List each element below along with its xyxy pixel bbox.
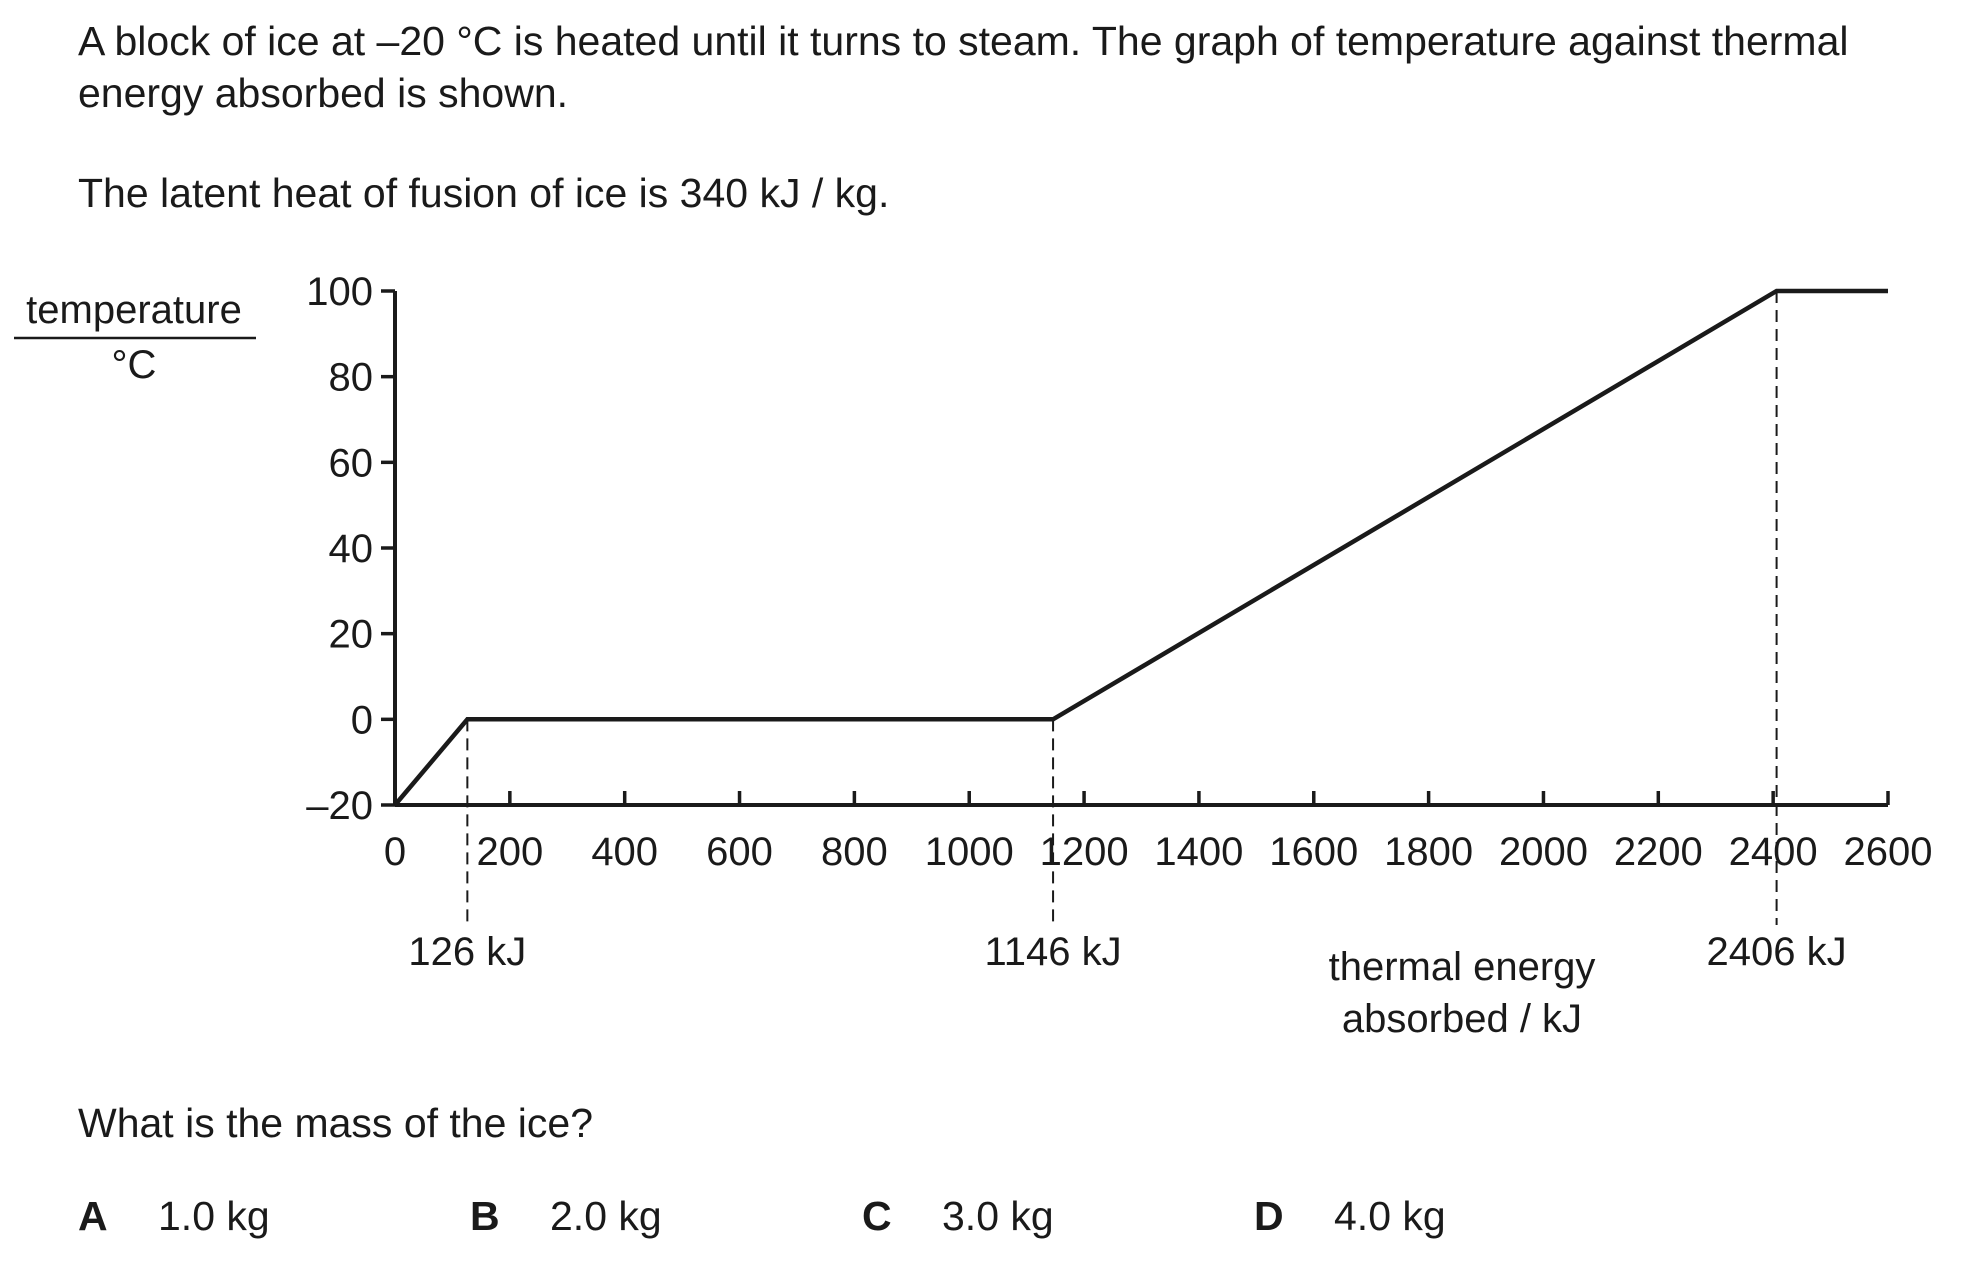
x-tick-label: 2000 xyxy=(1499,830,1588,874)
latent-heat-statement: The latent heat of fusion of ice is 340 … xyxy=(78,170,890,216)
x-tick-label: 2600 xyxy=(1844,830,1933,874)
axes xyxy=(381,289,1890,807)
x-axis-label-line-2: absorbed / kJ xyxy=(1342,997,1582,1041)
annotation-label: 2406 kJ xyxy=(1707,930,1847,974)
x-tick-label: 1800 xyxy=(1384,830,1473,874)
x-tick-label: 600 xyxy=(706,830,773,874)
intro-line-1: A block of ice at –20 °C is heated until… xyxy=(78,18,1849,64)
option-d-letter: D xyxy=(1254,1193,1284,1239)
x-axis-label-line-1: thermal energy xyxy=(1329,945,1596,989)
x-tick-label: 2400 xyxy=(1729,830,1818,874)
option-b-text: 2.0 kg xyxy=(550,1193,662,1239)
option-c-letter: C xyxy=(862,1193,892,1239)
intro-line-2: energy absorbed is shown. xyxy=(78,70,569,116)
option-d[interactable]: D 4.0 kg xyxy=(1254,1190,1446,1242)
option-a-text: 1.0 kg xyxy=(158,1193,270,1239)
x-tick-label: 1600 xyxy=(1269,830,1358,874)
option-c-text: 3.0 kg xyxy=(942,1193,1054,1239)
labels: temperature °C thermal energy absorbed /… xyxy=(14,270,1932,1041)
y-axis-label-bottom: °C xyxy=(112,343,157,387)
x-tick-label: 1200 xyxy=(1040,830,1129,874)
y-tick-label: 20 xyxy=(329,613,374,657)
x-tick-label: 800 xyxy=(821,830,888,874)
x-tick-label: 2200 xyxy=(1614,830,1703,874)
x-tick-label: 200 xyxy=(476,830,543,874)
y-tick-label: –20 xyxy=(306,784,373,828)
annotation-guides xyxy=(466,291,1778,925)
series xyxy=(393,288,1889,807)
y-tick-label: 40 xyxy=(329,527,374,571)
x-tick-label: 1000 xyxy=(925,830,1014,874)
y-tick-label: 80 xyxy=(329,356,374,400)
annotation-label: 126 kJ xyxy=(408,930,526,974)
option-c[interactable]: C 3.0 kg xyxy=(862,1190,1054,1242)
annotation-label: 1146 kJ xyxy=(984,930,1121,974)
option-a[interactable]: A 1.0 kg xyxy=(78,1190,270,1242)
option-a-letter: A xyxy=(78,1193,108,1239)
x-tick-label: 0 xyxy=(384,830,406,874)
y-tick-label: 60 xyxy=(329,441,374,485)
option-b-letter: B xyxy=(470,1193,500,1239)
option-d-text: 4.0 kg xyxy=(1334,1193,1446,1239)
option-b[interactable]: B 2.0 kg xyxy=(470,1190,662,1242)
x-tick-label: 1400 xyxy=(1154,830,1243,874)
series-line xyxy=(393,288,1888,807)
y-axis-label-top: temperature xyxy=(26,288,242,332)
y-tick-label: 0 xyxy=(351,698,373,742)
y-tick-label: 100 xyxy=(306,270,373,314)
question-prompt: What is the mass of the ice? xyxy=(78,1100,594,1146)
x-tick-label: 400 xyxy=(591,830,658,874)
